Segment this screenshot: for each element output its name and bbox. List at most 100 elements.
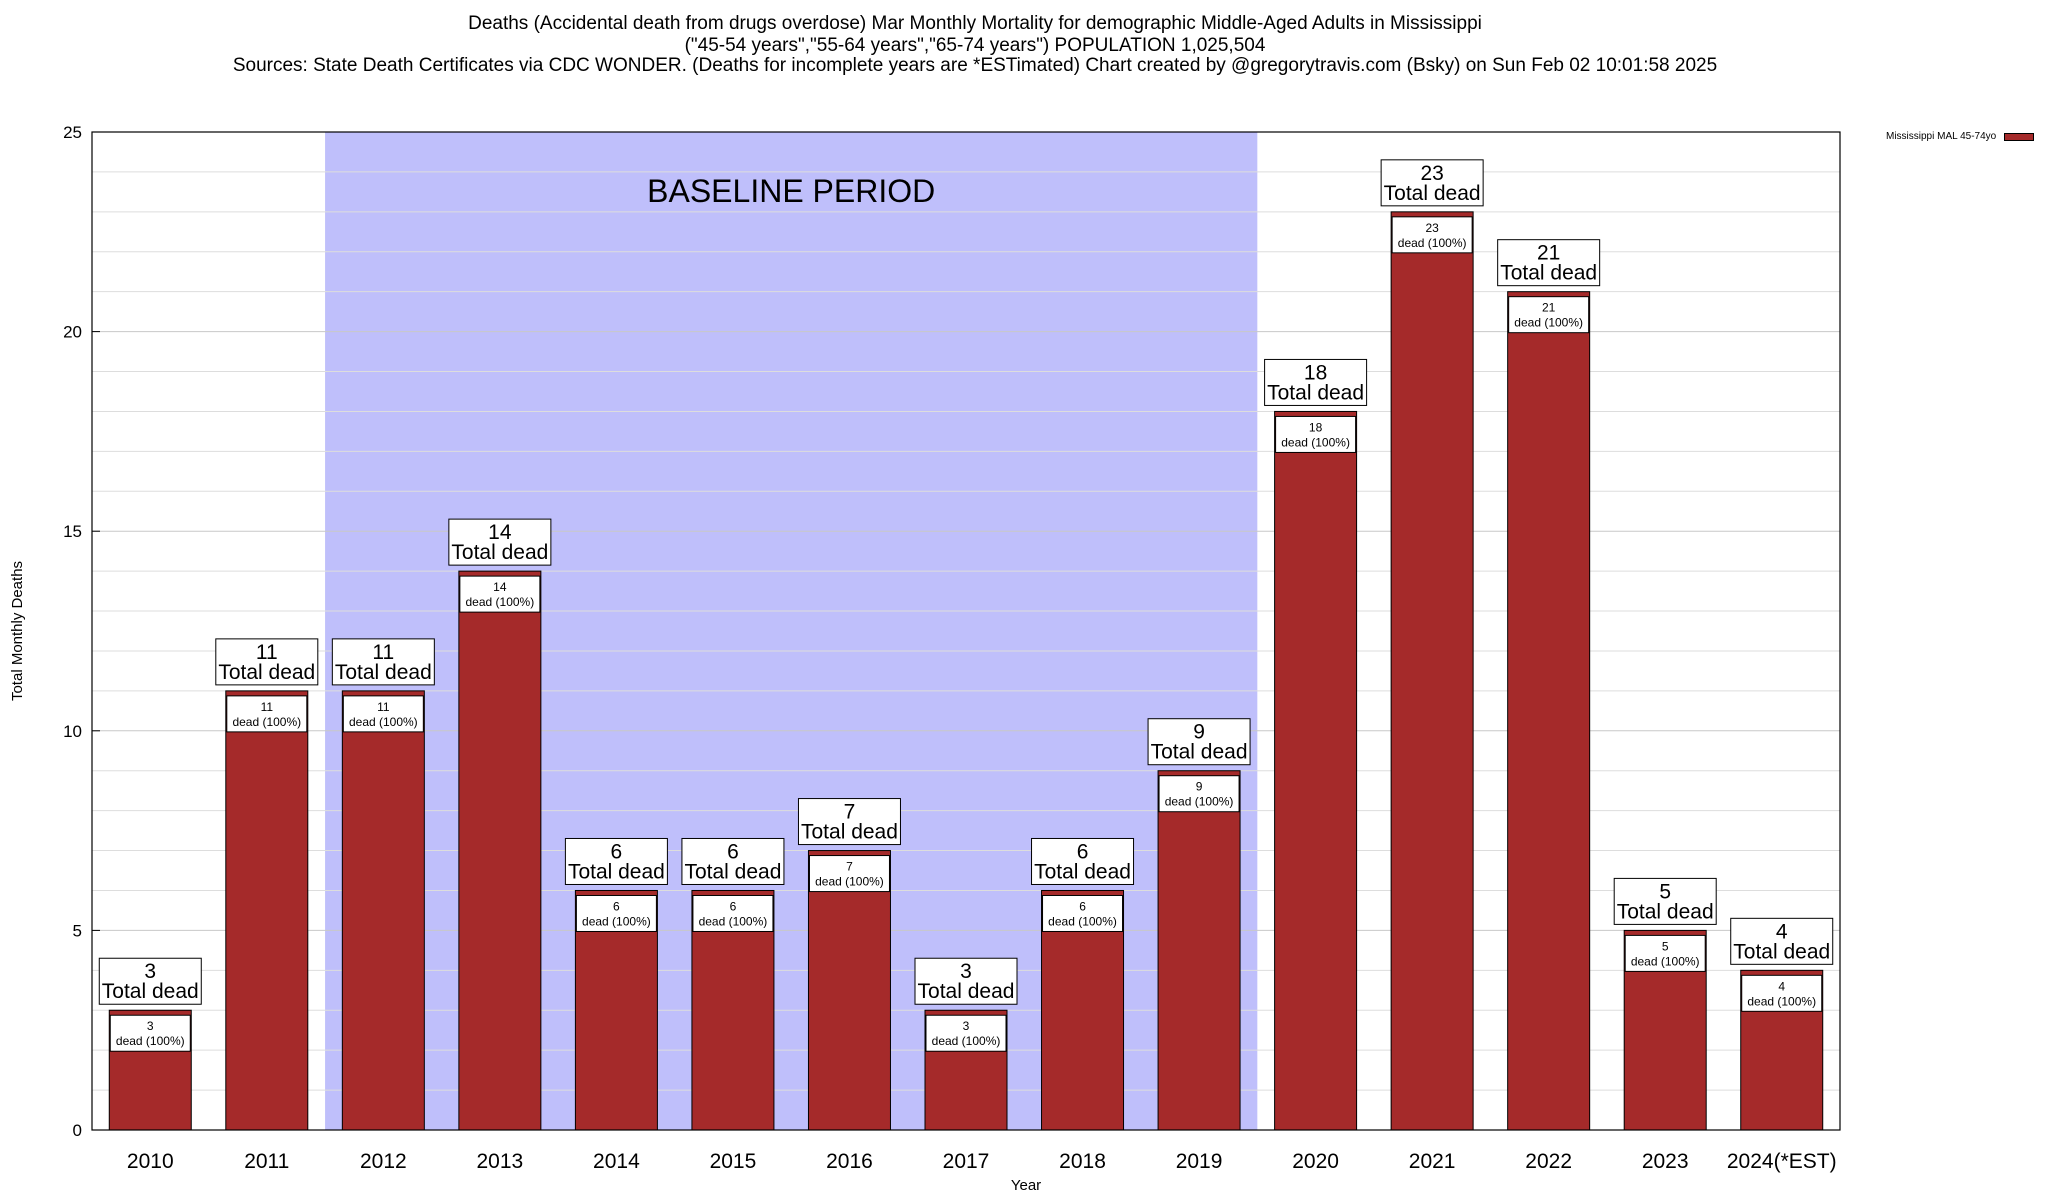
bar-2019 [1157, 770, 1241, 1131]
x-axis-label: Year [1011, 1177, 1041, 1194]
total-label-text-2023: Total dead [1617, 900, 1714, 923]
total-label-text-2020: Total dead [1267, 381, 1364, 404]
total-label-box-2017 [914, 957, 1018, 1005]
y-tick-label-20: 20 [63, 323, 82, 342]
x-tick-label-2015: 2015 [710, 1150, 757, 1173]
inner-label-text-2019: dead (100%) [1165, 795, 1234, 809]
x-tick-label-2017: 2017 [943, 1150, 990, 1173]
inner-label-text-2022: dead (100%) [1514, 316, 1583, 330]
x-tick-label-2019: 2019 [1176, 1150, 1223, 1173]
total-label-box-2013 [448, 518, 552, 566]
inner-label-text-2018: dead (100%) [1048, 914, 1117, 928]
inner-label-value-2020: 18 [1309, 420, 1323, 434]
inner-label-value-2014: 6 [613, 899, 620, 913]
x-tick-label-2012: 2012 [360, 1150, 407, 1173]
inner-label-box-2023 [1624, 934, 1706, 972]
inner-label-text-2010: dead (100%) [116, 1034, 185, 1048]
chart-title-line-2: ("45-54 years","55-64 years","65-74 year… [684, 35, 1266, 56]
x-tick-label-2022: 2022 [1525, 1150, 1572, 1173]
inner-label-box-2017 [925, 1014, 1007, 1052]
total-label-box-2016 [797, 798, 901, 846]
inner-label-box-2021 [1391, 216, 1473, 254]
total-label-text-2011: Total dead [218, 661, 315, 684]
x-tick-label-2016: 2016 [826, 1150, 873, 1173]
total-label-value-2015: 6 [727, 840, 739, 863]
total-label-value-2019: 9 [1193, 721, 1205, 744]
inner-label-text-2021: dead (100%) [1398, 236, 1467, 250]
x-tick-label-2023: 2023 [1642, 1150, 1689, 1173]
inner-label-box-2011 [226, 695, 308, 733]
total-label-value-2011: 11 [256, 641, 278, 664]
total-label-text-2024(*EST): Total dead [1733, 940, 1830, 963]
inner-label-value-2023: 5 [1662, 939, 1669, 953]
x-tick-label-2013: 2013 [477, 1150, 524, 1173]
x-tick-label-2018: 2018 [1059, 1150, 1106, 1173]
total-label-text-2016: Total dead [801, 821, 898, 844]
chart-title-line-1: Deaths (Accidental death from drugs over… [468, 13, 1482, 34]
total-label-text-2018: Total dead [1034, 860, 1131, 883]
inner-label-box-2022 [1508, 296, 1590, 334]
total-label-box-2011 [215, 638, 319, 686]
inner-label-text-2023: dead (100%) [1631, 954, 1700, 968]
inner-label-value-2024(*EST): 4 [1778, 979, 1785, 993]
total-label-text-2015: Total dead [684, 860, 781, 883]
x-tick-label-2020: 2020 [1292, 1150, 1339, 1173]
inner-label-text-2013: dead (100%) [466, 595, 535, 609]
bar-2021 [1390, 211, 1474, 1131]
inner-label-value-2017: 3 [963, 1019, 970, 1033]
total-label-value-2013: 14 [488, 521, 512, 544]
x-tick-label-2010: 2010 [127, 1150, 174, 1173]
inner-label-value-2015: 6 [730, 899, 737, 913]
inner-label-box-2015 [692, 894, 774, 932]
total-label-box-2018 [1031, 837, 1135, 885]
inner-label-value-2011: 11 [261, 700, 274, 714]
inner-label-box-2013 [459, 575, 541, 613]
y-tick-label-5: 5 [73, 921, 82, 940]
total-label-text-2019: Total dead [1151, 741, 1248, 764]
bar-2016 [807, 850, 891, 1131]
bar-2013 [458, 570, 542, 1131]
inner-label-box-2014 [575, 894, 657, 932]
total-label-box-2020 [1264, 358, 1368, 406]
total-label-value-2017: 3 [960, 960, 972, 983]
x-tick-label-2024(*EST): 2024(*EST) [1727, 1150, 1837, 1173]
total-label-text-2017: Total dead [918, 980, 1015, 1003]
legend: Mississippi MAL 45-74yo [1886, 131, 2035, 142]
inner-label-text-2012: dead (100%) [349, 715, 418, 729]
inner-label-text-2016: dead (100%) [815, 875, 884, 889]
total-label-box-2021 [1380, 159, 1484, 207]
total-label-text-2013: Total dead [451, 541, 548, 564]
total-label-text-2014: Total dead [568, 860, 665, 883]
total-label-value-2023: 5 [1659, 880, 1671, 903]
total-label-value-2018: 6 [1077, 840, 1089, 863]
total-label-value-2010: 3 [144, 960, 156, 983]
inner-label-text-2017: dead (100%) [932, 1034, 1001, 1048]
total-label-box-2012 [331, 638, 435, 686]
total-label-box-2019 [1147, 718, 1251, 766]
legend-label: Mississippi MAL 45-74yo [1886, 131, 1997, 142]
inner-label-value-2021: 23 [1425, 221, 1439, 235]
y-tick-label-15: 15 [63, 522, 82, 541]
x-tick-label-2021: 2021 [1409, 1150, 1456, 1173]
total-label-box-2014 [564, 837, 668, 885]
y-tick-label-0: 0 [73, 1121, 82, 1140]
y-tick-label-10: 10 [63, 722, 82, 741]
total-label-value-2012: 11 [372, 641, 394, 664]
legend-swatch [2004, 132, 2035, 141]
total-label-value-2020: 18 [1304, 361, 1327, 384]
total-label-text-2022: Total dead [1500, 262, 1597, 285]
inner-label-value-2022: 21 [1542, 301, 1556, 315]
inner-label-box-2010 [109, 1014, 191, 1052]
chart-title-line-3: Sources: State Death Certificates via CD… [232, 55, 1718, 76]
bar-2011 [225, 690, 309, 1131]
inner-label-text-2024(*EST): dead (100%) [1747, 994, 1816, 1008]
inner-label-value-2018: 6 [1079, 899, 1086, 913]
total-label-value-2022: 21 [1537, 242, 1560, 265]
x-tick-label-2011: 2011 [244, 1150, 289, 1173]
inner-label-text-2020: dead (100%) [1281, 435, 1350, 449]
total-label-value-2014: 6 [611, 840, 623, 863]
inner-label-text-2015: dead (100%) [699, 914, 768, 928]
bar-2012 [341, 690, 425, 1131]
inner-label-value-2010: 3 [147, 1019, 154, 1033]
